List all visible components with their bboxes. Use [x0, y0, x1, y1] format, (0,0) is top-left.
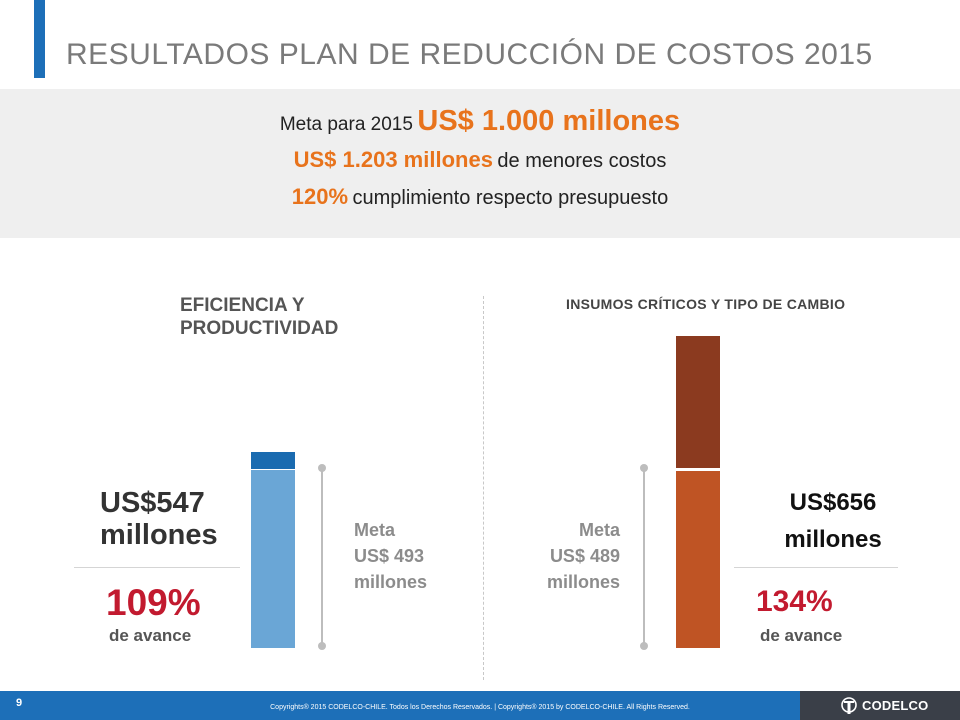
- left-bar-meta: [251, 470, 295, 648]
- left-meta-label: Meta: [354, 520, 396, 540]
- right-meta-text: Meta US$ 489 millones: [520, 517, 620, 595]
- left-meta-bracket: [321, 468, 323, 646]
- left-amount-value: US$547: [100, 487, 205, 519]
- right-separator: [734, 567, 898, 568]
- savings-label: de menores costos: [497, 150, 667, 172]
- slide-title: RESULTADOS PLAN DE REDUCCIÓN DE COSTOS 2…: [66, 38, 873, 71]
- left-bar-excess: [251, 452, 295, 469]
- left-heading-line2: PRODUCTIVIDAD: [180, 318, 339, 339]
- right-percent-label: de avance: [760, 626, 843, 645]
- page-number: 9: [16, 697, 23, 709]
- left-heading-line1: EFICIENCIA Y: [180, 295, 305, 316]
- left-separator: [74, 567, 240, 568]
- right-meta-unit: millones: [546, 572, 620, 592]
- right-amount-unit: millones: [784, 526, 882, 553]
- right-meta-dot-top: [640, 464, 648, 472]
- summary-line-compliance: 120% cumplimiento respecto presupuesto: [0, 184, 960, 210]
- right-meta-label: Meta: [578, 520, 620, 540]
- logo-text: CODELCO: [862, 698, 929, 713]
- summary-band: [0, 89, 960, 238]
- summary-line-savings: US$ 1.203 millones de menores costos: [0, 147, 960, 173]
- right-meta-value: US$ 489: [549, 546, 620, 566]
- left-meta-unit: millones: [354, 572, 428, 592]
- left-panel-heading: EFICIENCIA Y PRODUCTIVIDAD: [180, 294, 338, 340]
- codelco-logo-icon: [841, 697, 857, 714]
- logo-box: [800, 691, 960, 720]
- title-accent-bar: [34, 0, 45, 78]
- right-bar-excess: [676, 336, 720, 468]
- panel-divider: [483, 296, 484, 680]
- left-amount: US$547 millones: [100, 487, 218, 551]
- right-meta-dot-bottom: [640, 642, 648, 650]
- compliance-label: cumplimiento respecto presupuesto: [352, 187, 669, 209]
- left-meta-dot-top: [318, 464, 326, 472]
- goal-value: US$ 1.000 millones: [417, 105, 681, 137]
- right-meta-bracket: [643, 468, 645, 646]
- left-meta-text: Meta US$ 493 millones: [354, 517, 427, 595]
- left-meta-dot-bottom: [318, 642, 326, 650]
- left-meta-value: US$ 493: [354, 546, 425, 566]
- right-amount-value: US$656: [789, 489, 877, 516]
- left-percent: 109%: [106, 582, 201, 623]
- summary-line-goal: Meta para 2015 US$ 1.000 millones: [0, 105, 960, 138]
- right-panel-heading: INSUMOS CRÍTICOS Y TIPO DE CAMBIO: [566, 296, 846, 312]
- right-amount: US$656 millones: [760, 484, 906, 558]
- savings-value: US$ 1.203 millones: [293, 147, 493, 172]
- right-percent: 134%: [756, 585, 833, 618]
- left-percent-label: de avance: [109, 626, 192, 645]
- left-amount-unit: millones: [100, 519, 218, 551]
- copyright-text: Copyrights® 2015 CODELCO-CHILE. Todos lo…: [270, 704, 690, 711]
- goal-label: Meta para 2015: [279, 114, 413, 135]
- right-bar-meta: [676, 471, 720, 648]
- compliance-value: 120%: [291, 184, 349, 209]
